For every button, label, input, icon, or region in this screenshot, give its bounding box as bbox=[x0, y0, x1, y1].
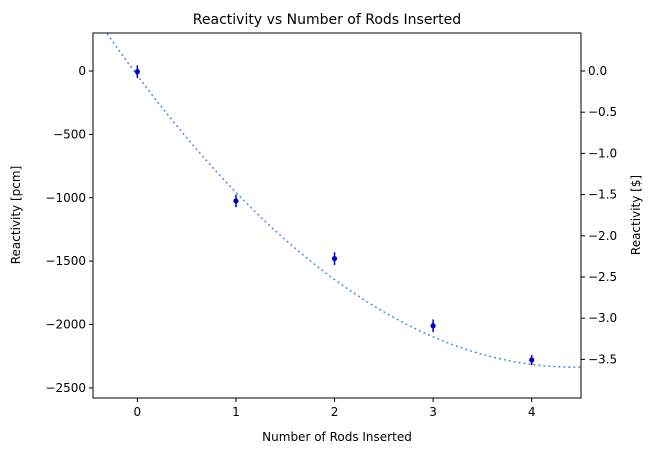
plot-frame bbox=[92, 32, 582, 399]
right-y-tick-label: −3.5 bbox=[588, 352, 617, 366]
right-y-axis-label: Reactivity [$] bbox=[629, 175, 643, 255]
y-axis-ticks: 0 −500 −1000 −1500 −2000 −2500 bbox=[45, 64, 93, 395]
data-points-layer bbox=[134, 65, 535, 366]
y-axis-label: Reactivity [pcm] bbox=[9, 166, 23, 265]
y-tick-label: −2000 bbox=[45, 317, 86, 331]
data-point bbox=[430, 323, 436, 329]
right-y-tick-label: −2.0 bbox=[588, 229, 617, 243]
right-y-tick-label: −3.0 bbox=[588, 311, 617, 325]
right-y-tick-label: −0.5 bbox=[588, 105, 617, 119]
y-tick-label: −1500 bbox=[45, 254, 86, 268]
x-tick-label: 4 bbox=[528, 405, 536, 419]
fit-line-layer bbox=[105, 33, 581, 368]
data-point bbox=[529, 357, 535, 363]
data-point bbox=[233, 198, 239, 204]
right-y-tick-label: −1.0 bbox=[588, 146, 617, 160]
y-tick-label: 0 bbox=[78, 64, 86, 78]
data-point bbox=[134, 69, 140, 75]
x-tick-label: 0 bbox=[134, 405, 142, 419]
x-tick-label: 2 bbox=[331, 405, 339, 419]
x-tick-label: 1 bbox=[232, 405, 240, 419]
right-y-tick-label: −2.5 bbox=[588, 270, 617, 284]
fit-line bbox=[105, 33, 581, 368]
x-axis-ticks: 0 1 2 3 4 bbox=[134, 398, 536, 419]
x-axis-label: Number of Rods Inserted bbox=[262, 430, 412, 444]
data-point bbox=[331, 255, 338, 262]
right-y-tick-label: 0.0 bbox=[588, 64, 607, 78]
y-tick-label: −1000 bbox=[45, 191, 86, 205]
right-y-axis-ticks: 0.0 −0.5 −1.0 −1.5 −2.0 −2.5 −3.0 −3.5 bbox=[581, 64, 617, 366]
x-tick-label: 3 bbox=[429, 405, 437, 419]
y-tick-label: −2500 bbox=[45, 381, 86, 395]
chart-title: Reactivity vs Number of Rods Inserted bbox=[193, 12, 461, 28]
y-tick-label: −500 bbox=[53, 127, 86, 141]
right-y-tick-label: −1.5 bbox=[588, 188, 617, 202]
